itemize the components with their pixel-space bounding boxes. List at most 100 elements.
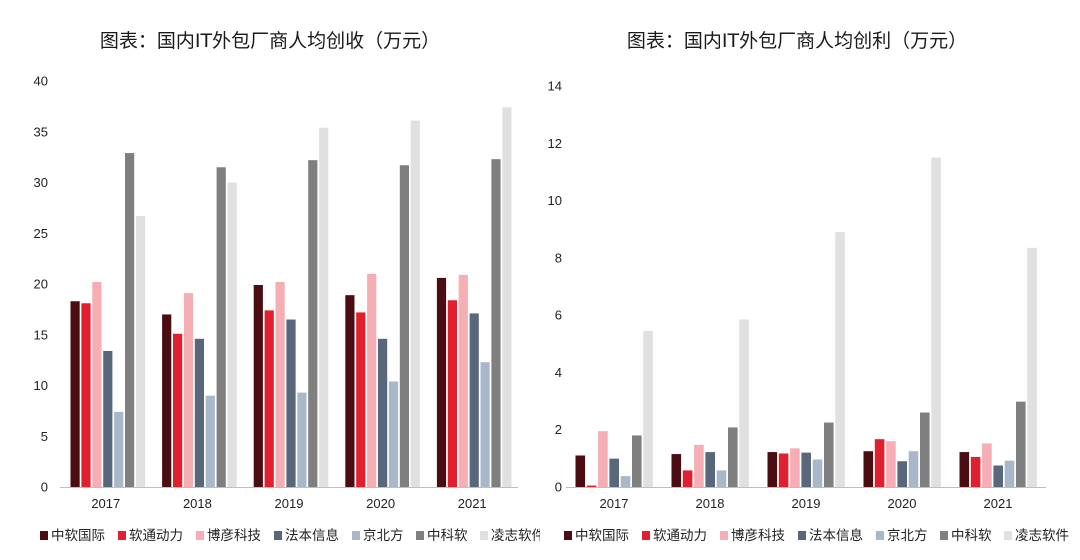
profit-bar-2018-1 (682, 470, 693, 487)
revenue-y-tick-label: 15 (34, 327, 48, 342)
profit-x-tick-label: 2018 (696, 496, 725, 511)
profit-x-tick-label: 2020 (888, 496, 917, 511)
profit-legend-label: 法本信息 (809, 527, 863, 544)
profit-legend-swatch (876, 531, 884, 540)
revenue-bar-2019-4 (297, 392, 307, 487)
revenue-bar-2017-6 (135, 216, 146, 487)
profit-bar-2019-2 (790, 448, 800, 487)
revenue-bar-2018-0 (162, 314, 172, 487)
profit-bar-2021-0 (959, 452, 970, 487)
revenue-bar-2020-4 (388, 381, 399, 487)
profit-x-tick-label: 2021 (984, 496, 1013, 511)
revenue-bar-2021-6 (502, 107, 512, 487)
profit-legend-swatch (940, 531, 948, 540)
profit-bar-2018-2 (694, 444, 704, 487)
profit-bar-2018-4 (716, 470, 727, 487)
revenue-y-tick-label: 40 (34, 74, 48, 89)
profit-legend-label: 京北方 (887, 528, 928, 544)
revenue-x-tick-label: 2020 (366, 496, 395, 511)
revenue-y-tick-label: 10 (34, 378, 48, 393)
profit-bar-2019-5 (824, 422, 834, 487)
profit-bar-2020-4 (908, 451, 919, 487)
profit-bar-2021-6 (1027, 247, 1037, 487)
revenue-bar-2021-5 (491, 159, 501, 487)
profit-legend-swatch (798, 531, 806, 540)
revenue-chart-title: 图表：国内IT外包厂商人均创收（万元） (100, 30, 440, 52)
profit-y-tick-label: 12 (548, 136, 562, 151)
profit-bar-2019-0 (767, 452, 778, 487)
revenue-legend-swatch (196, 531, 204, 540)
profit-bar-2018-3 (705, 452, 715, 487)
profit-bar-2021-2 (982, 443, 992, 487)
profit-y-tick-label: 8 (555, 250, 562, 265)
profit-bar-2017-2 (598, 431, 608, 487)
profit-y-tick-label: 4 (555, 365, 562, 380)
revenue-bar-2021-4 (480, 362, 490, 487)
revenue-legend-swatch (118, 531, 126, 540)
profit-bar-2020-1 (874, 439, 885, 487)
revenue-bar-2019-5 (308, 160, 318, 488)
revenue-y-tick-label: 5 (41, 429, 48, 444)
revenue-y-tick-label: 30 (34, 175, 48, 190)
profit-legend-label: 软通动力 (653, 528, 707, 544)
revenue-legend-swatch (40, 531, 48, 540)
profit-legend-swatch (642, 531, 650, 540)
profit-bar-2017-3 (609, 458, 619, 487)
profit-legend-label: 博彦科技 (731, 527, 785, 544)
revenue-bar-2017-0 (70, 301, 80, 487)
profit-bar-2020-6 (931, 157, 941, 488)
profit-legend-swatch (1004, 531, 1012, 540)
profit-legend-label: 中软国际 (575, 528, 629, 544)
revenue-bar-2017-4 (114, 411, 124, 487)
profit-legend-label: 凌志软件 (1015, 528, 1069, 544)
profit-bar-2018-5 (728, 427, 738, 487)
revenue-bar-2021-2 (458, 274, 468, 487)
profit-bar-2020-0 (863, 451, 874, 487)
profit-legend-label: 中科软 (951, 528, 992, 544)
revenue-bar-2018-1 (173, 333, 183, 487)
profit-bar-2019-3 (801, 452, 811, 487)
profit-bar-2021-5 (1016, 401, 1026, 487)
revenue-bar-2020-2 (367, 273, 377, 487)
revenue-bar-2018-3 (194, 338, 204, 487)
profit-bar-2017-4 (620, 476, 631, 487)
revenue-legend-label: 软通动力 (129, 528, 183, 544)
profit-chart-title: 图表：国内IT外包厂商人均创利（万元） (627, 30, 967, 52)
profit-bar-2020-3 (897, 461, 907, 487)
profit-legend-swatch (564, 531, 572, 540)
profit-bar-2021-4 (1004, 460, 1015, 487)
revenue-legend-label: 京北方 (363, 528, 404, 544)
revenue-bar-2019-3 (286, 319, 296, 487)
profit-x-tick-label: 2019 (792, 496, 821, 511)
revenue-bar-2019-1 (264, 310, 274, 487)
profit-bar-2019-1 (778, 453, 789, 487)
revenue-legend-label: 凌志软件 (491, 528, 540, 544)
revenue-bar-2019-0 (253, 285, 263, 487)
revenue-bar-2020-0 (345, 295, 355, 487)
revenue-bar-2019-2 (275, 281, 285, 487)
profit-y-tick-label: 10 (548, 193, 562, 208)
revenue-legend-label: 中软国际 (51, 528, 105, 544)
revenue-bar-2020-6 (410, 120, 420, 487)
profit-x-tick-label: 2017 (600, 496, 629, 511)
profit-bar-2018-6 (739, 319, 749, 487)
revenue-bar-2018-4 (205, 395, 215, 487)
revenue-x-tick-label: 2017 (91, 496, 120, 511)
revenue-legend-swatch (480, 531, 488, 540)
profit-bar-2017-5 (632, 435, 642, 487)
revenue-x-tick-label: 2019 (275, 496, 304, 511)
profit-bar-2021-1 (970, 456, 981, 487)
revenue-y-tick-label: 35 (34, 124, 48, 139)
profit-bar-2017-1 (586, 485, 597, 487)
revenue-legend-swatch (352, 531, 360, 540)
revenue-legend-label: 法本信息 (285, 527, 339, 544)
profit-bar-2020-5 (920, 412, 930, 487)
profit-legend-swatch (720, 531, 728, 540)
revenue-bar-2021-0 (436, 277, 447, 487)
revenue-bar-2018-5 (216, 167, 226, 487)
revenue-y-tick-label: 25 (34, 226, 48, 241)
profit-bar-2019-4 (812, 459, 823, 487)
revenue-y-tick-label: 20 (34, 277, 48, 292)
revenue-y-tick-label: 0 (41, 480, 48, 495)
